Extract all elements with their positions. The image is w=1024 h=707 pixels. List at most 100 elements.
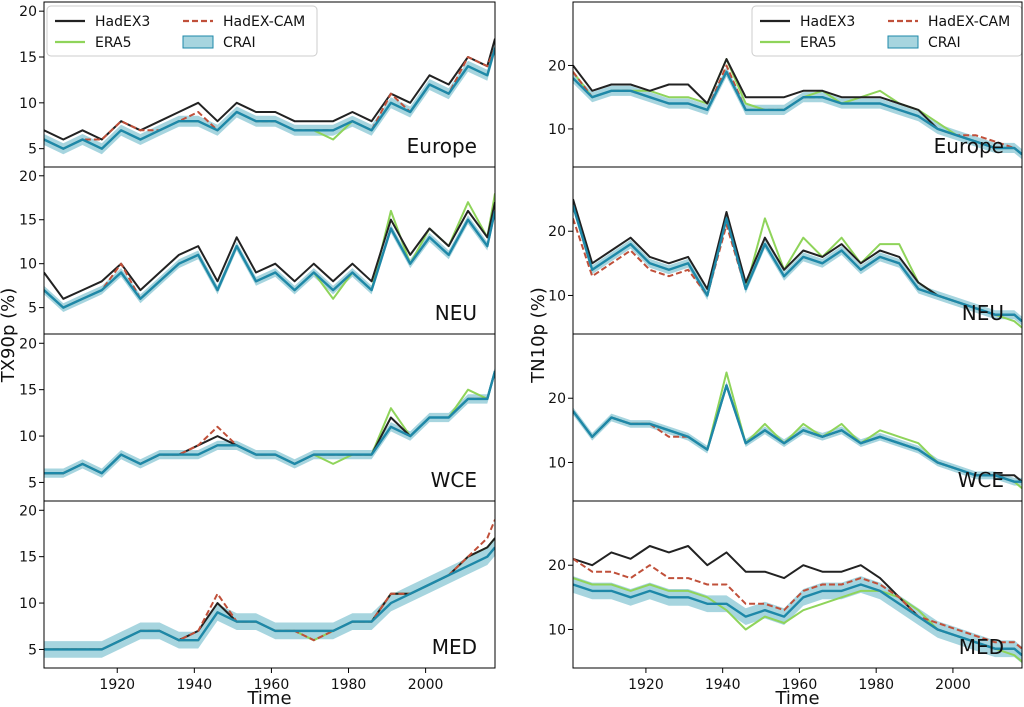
legend-item-era5: ERA5 (55, 35, 132, 51)
y-tick-label: 15 (19, 213, 37, 229)
y-tick-label: 10 (548, 122, 566, 138)
region-label: MED (959, 635, 1004, 659)
series-line-crai (44, 546, 495, 651)
legend-item-era5: ERA5 (760, 35, 837, 51)
legend-item-crai: CRAI (182, 35, 256, 51)
legend-swatch (887, 35, 919, 49)
y-tick-label: 20 (19, 4, 37, 20)
panel-frame (43, 500, 496, 669)
legend-right: HadEX3 HadEX-CAM ERA5 CRAI (751, 5, 1023, 57)
y-tick-label: 10 (548, 455, 566, 471)
x-axis-label-left: Time (246, 688, 291, 707)
panel-1-neu: 10 20 NEU (548, 166, 1023, 335)
y-axis-label-left: TX90p (%) (0, 288, 19, 384)
legend-item-hadex3: HadEX3 (760, 14, 855, 30)
series-line-era5 (44, 193, 495, 309)
x-tick-label: 1920 (99, 677, 135, 693)
plot-area (44, 193, 495, 312)
crai-uncertainty-band (44, 366, 495, 478)
legend-label: ERA5 (95, 35, 132, 51)
legend-item-hadex3: HadEX3 (55, 14, 150, 30)
plot-area (44, 38, 495, 155)
panel-frame (43, 166, 496, 335)
legend-label: HadEX3 (800, 14, 855, 30)
legend-label: ERA5 (800, 35, 837, 51)
x-tick-label: 1960 (254, 677, 290, 693)
region-label: WCE (431, 468, 477, 492)
legend-label: CRAI (928, 35, 961, 51)
y-tick-label: 10 (548, 288, 566, 304)
region-label: Europe (407, 134, 477, 158)
panel-frame (572, 500, 1023, 669)
x-tick-label: 1940 (177, 677, 213, 693)
y-tick-label: 20 (548, 224, 566, 240)
legend-label: HadEX-CAM (928, 14, 1010, 30)
y-tick-label: 15 (19, 50, 37, 66)
plot-area (573, 545, 1022, 664)
x-tick-label: 2000 (935, 677, 971, 693)
x-tick-label: 1980 (331, 677, 367, 693)
plot-area (573, 198, 1022, 329)
y-tick-label: 5 (28, 142, 37, 158)
x-tick-label: 1920 (628, 677, 664, 693)
series-line-crai (44, 47, 495, 150)
plot-area (573, 58, 1022, 160)
region-label: NEU (435, 301, 477, 325)
crai-uncertainty-band (573, 576, 1022, 664)
region-label: WCE (958, 468, 1004, 492)
y-tick-label: 20 (19, 336, 37, 352)
series-line-hadex-cam (573, 557, 1022, 650)
series-line-crai (573, 384, 1022, 483)
series-line-hadex-cam (44, 210, 495, 309)
y-tick-label: 10 (19, 596, 37, 612)
legend-item-hadex-cam: HadEX-CAM (183, 14, 305, 30)
y-tick-label: 5 (28, 642, 37, 658)
legend-box (46, 5, 318, 57)
y-tick-label: 15 (19, 550, 37, 566)
crai-uncertainty-band (44, 539, 495, 658)
series-line-crai (573, 205, 1022, 323)
x-axis-label-right: Time (774, 688, 819, 707)
crai-uncertainty-band (44, 42, 495, 155)
panel-1-med: 10 20 MED 1920 1940 1960 1980 2000 (548, 500, 1023, 693)
y-tick-label: 20 (19, 503, 37, 519)
legend-label: HadEX-CAM (223, 14, 305, 30)
legend-label: HadEX3 (95, 14, 150, 30)
series-line-hadex-cam (573, 218, 1022, 322)
x-tick-label: 1940 (705, 677, 741, 693)
y-axis-label-right: TN10p (%) (528, 287, 549, 384)
legend-item-hadex-cam: HadEX-CAM (888, 14, 1010, 30)
series-line-crai (44, 370, 495, 475)
y-tick-label: 10 (19, 257, 37, 273)
y-tick-label: 10 (19, 96, 37, 112)
y-tick-label: 20 (19, 169, 37, 185)
region-label: NEU (962, 301, 1004, 325)
plot-area (573, 371, 1022, 489)
legend-item-crai: CRAI (887, 35, 961, 51)
panel-1-wce: 10 20 WCE (548, 333, 1023, 502)
y-tick-label: 10 (548, 622, 566, 638)
y-tick-label: 15 (19, 383, 37, 399)
panel-0-wce: 5 10 15 20 WCE (19, 333, 496, 502)
crai-uncertainty-band (44, 206, 495, 312)
series-line-crai (44, 210, 495, 309)
y-tick-label: 20 (548, 58, 566, 74)
legend-swatch (182, 35, 214, 49)
panel-0-europe: 5 10 15 20 Europe (19, 1, 496, 168)
region-label: MED (432, 635, 477, 659)
y-tick-label: 5 (28, 301, 37, 317)
panel-frame (572, 333, 1023, 502)
plot-area (44, 519, 495, 658)
panel-0-neu: 5 10 15 20 NEU (19, 166, 496, 335)
region-label: Europe (934, 134, 1004, 158)
panel-0-med: 5 10 15 20 MED 1920 1940 1960 1980 2000 (19, 500, 496, 693)
legend-left: HadEX3 HadEX-CAM ERA5 CRAI (46, 5, 318, 57)
x-tick-label: 2000 (408, 677, 444, 693)
y-tick-label: 20 (548, 558, 566, 574)
x-tick-label: 1960 (782, 677, 818, 693)
plot-area (44, 366, 495, 478)
x-tick-label: 1980 (858, 677, 894, 693)
y-tick-label: 20 (548, 391, 566, 407)
series-line-crai (573, 583, 1022, 657)
